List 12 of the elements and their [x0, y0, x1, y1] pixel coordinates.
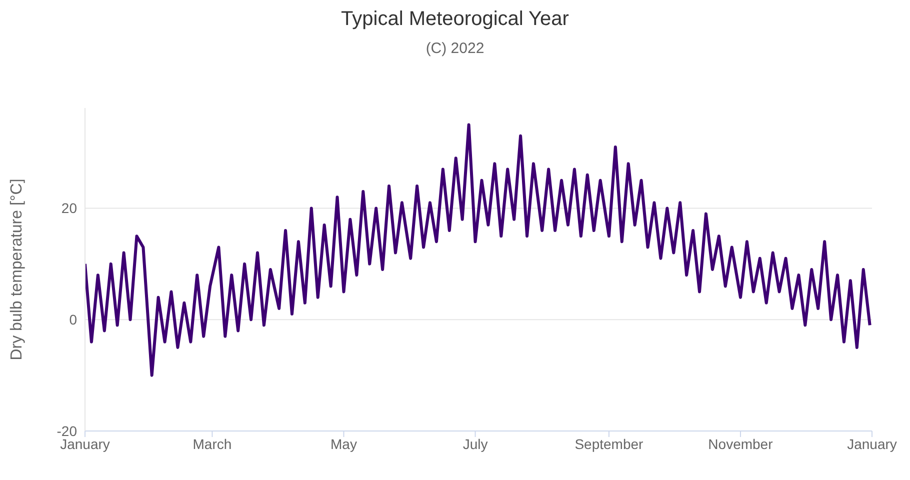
chart-subtitle: (C) 2022 [424, 40, 486, 59]
y-axis-title: Dry bulb temperature [°C] [8, 178, 26, 360]
chart-title: Typical Meteorogical Year [340, 8, 570, 32]
x-tick-label: March [192, 436, 232, 452]
x-tick-label: January [847, 436, 897, 452]
x-tick-label: July [462, 436, 488, 452]
x-tick-label: November [708, 436, 774, 452]
line-series [85, 123, 872, 377]
x-tick-label: May [330, 436, 357, 452]
x-tick-label: September [574, 436, 644, 452]
y-tick-label: 20 [61, 200, 78, 216]
y-tick-label: 0 [69, 312, 78, 328]
